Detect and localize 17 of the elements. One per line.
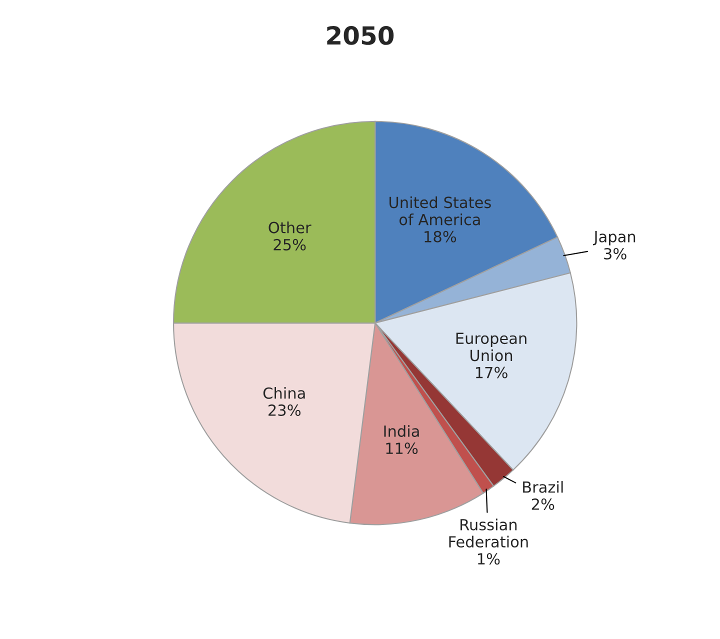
data-label: 3% — [604, 248, 626, 260]
chart-title: 2050 — [327, 26, 394, 45]
data-label: 18% — [424, 230, 456, 242]
slice-label: China — [263, 387, 305, 399]
slice-label: India — [384, 425, 419, 437]
slice-label: Russian Federation — [449, 518, 528, 548]
data-label: 23% — [268, 404, 301, 416]
slice-label: European Union — [456, 332, 526, 362]
slice-label: Japan — [592, 231, 636, 246]
data-label: 17% — [476, 366, 508, 378]
slice-label: United States of America — [390, 196, 491, 226]
data-label: 25% — [274, 238, 306, 250]
data-label: 2% — [532, 498, 554, 510]
data-label: 1% — [478, 553, 500, 565]
data-label: 11% — [386, 442, 418, 454]
slice-label: Other — [268, 222, 312, 234]
slice-label: Brazil — [523, 481, 563, 493]
